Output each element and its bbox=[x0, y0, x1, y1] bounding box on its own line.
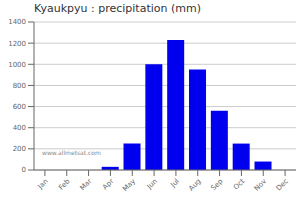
svg-text:Dec: Dec bbox=[275, 177, 290, 192]
svg-text:200: 200 bbox=[13, 145, 26, 153]
svg-text:Mar: Mar bbox=[79, 177, 94, 192]
svg-text:Aug: Aug bbox=[187, 177, 202, 192]
svg-text:Nov: Nov bbox=[253, 177, 268, 192]
svg-text:400: 400 bbox=[13, 124, 26, 132]
svg-text:Jul: Jul bbox=[169, 177, 181, 189]
svg-text:1200: 1200 bbox=[8, 40, 26, 48]
html-text:Kyaukpyu : precipitation (mm): Kyaukpyu : precipitation (mm) bbox=[34, 2, 201, 15]
svg-text:Apr: Apr bbox=[101, 177, 115, 191]
svg-text:Sep: Sep bbox=[210, 177, 225, 192]
svg-text:1400: 1400 bbox=[8, 18, 26, 26]
svg-text:800: 800 bbox=[13, 82, 26, 90]
svg-text:Jun: Jun bbox=[145, 177, 159, 191]
html-text:www.allmetsat.com: www.allmetsat.com bbox=[42, 149, 101, 157]
svg-text:May: May bbox=[121, 177, 137, 193]
svg-text:Feb: Feb bbox=[57, 177, 72, 192]
svg-text:0: 0 bbox=[22, 166, 26, 174]
svg-text:1000: 1000 bbox=[8, 61, 26, 69]
svg-text:Oct: Oct bbox=[232, 177, 246, 191]
svg-text:600: 600 bbox=[13, 103, 26, 111]
svg-text:Jan: Jan bbox=[36, 177, 50, 191]
